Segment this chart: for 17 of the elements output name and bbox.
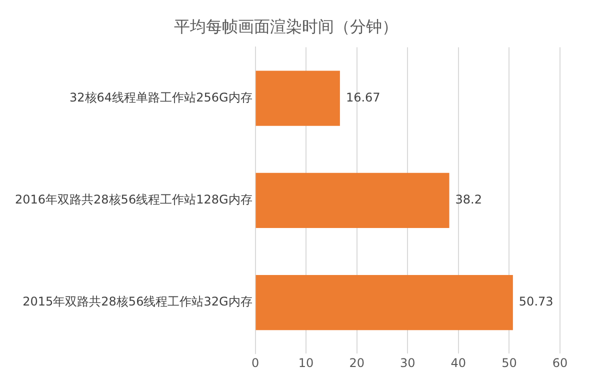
x-tick-label: 30 — [400, 356, 416, 370]
x-tick-label: 60 — [552, 356, 568, 370]
x-tick-label: 50 — [502, 356, 517, 370]
y-tick-label: 32核64线程单路工作站256G内存 — [70, 90, 252, 104]
data-label: 38.2 — [455, 192, 482, 207]
bar — [256, 70, 340, 126]
y-tick-label: 2016年双路共28核56线程工作站128G内存 — [15, 192, 252, 207]
data-label: 50.73 — [518, 294, 554, 309]
x-tick-label: 0 — [251, 356, 260, 370]
x-tick-label: 40 — [450, 356, 466, 370]
data-label: 16.67 — [346, 90, 380, 104]
bar — [256, 274, 513, 330]
chart-title: 平均每帧画面渲染时间（分钟） — [174, 16, 398, 36]
x-tick-label: 20 — [349, 356, 364, 370]
y-tick-label: 2015年双路共28核56线程工作站32G内存 — [22, 294, 252, 309]
bar — [256, 172, 450, 228]
x-tick-label: 10 — [298, 356, 314, 370]
